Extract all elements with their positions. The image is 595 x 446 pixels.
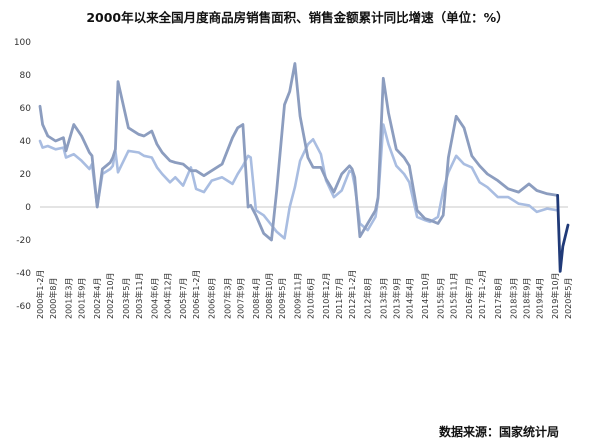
y-tick-label: 60 bbox=[20, 104, 32, 114]
x-tick-label: 2020年5月 bbox=[563, 278, 573, 319]
x-tick-label: 2007年3月 bbox=[222, 278, 232, 319]
x-tick-label: 2010年12月 bbox=[321, 272, 331, 319]
x-tick-label: 2018年9月 bbox=[521, 278, 531, 319]
x-tick-label: 2017年1-2月 bbox=[477, 270, 487, 319]
x-tick-label: 2013年3月 bbox=[378, 278, 388, 319]
x-tick-label: 2019年4月 bbox=[534, 278, 544, 319]
x-tick-label: 2000年1-2月 bbox=[35, 270, 45, 319]
y-tick-label: 100 bbox=[14, 38, 31, 48]
series-lines bbox=[38, 62, 570, 273]
x-tick-label: 2002年4月 bbox=[92, 278, 102, 319]
x-tick-label: 2012年1-2月 bbox=[347, 270, 357, 319]
x-tick-label: 2013年9月 bbox=[391, 278, 401, 319]
chart-title: 2000年以来全国月度商品房销售面积、销售金额累计同比增速（单位：%） bbox=[86, 10, 509, 25]
x-tick-label: 2003年11月 bbox=[134, 272, 144, 319]
y-tick-label: -20 bbox=[16, 236, 31, 246]
x-tick-label: 2007年9月 bbox=[235, 278, 245, 319]
x-tick-label: 2017年8月 bbox=[493, 278, 503, 319]
y-tick-label: 0 bbox=[25, 203, 31, 213]
x-tick-label: 2006年8月 bbox=[207, 278, 217, 319]
x-tick-label: 2015年11月 bbox=[449, 272, 459, 319]
x-tick-label: 2004年12月 bbox=[162, 272, 172, 319]
series-line-value bbox=[38, 62, 559, 242]
x-tick-label: 2014年4月 bbox=[404, 278, 414, 319]
y-tick-label: 80 bbox=[20, 71, 32, 81]
x-tick-label: 2012年8月 bbox=[363, 278, 373, 319]
x-tick-label: 2001年3月 bbox=[64, 278, 74, 319]
y-tick-label: -40 bbox=[16, 269, 31, 279]
x-tick-label: 2008年4月 bbox=[251, 278, 261, 319]
y-tick-label: 20 bbox=[20, 170, 32, 180]
x-tick-label: 2009年11月 bbox=[292, 272, 302, 319]
x-tick-label: 2001年9月 bbox=[77, 278, 87, 319]
y-tick-label: -60 bbox=[16, 302, 31, 312]
x-tick-label: 2019年10月 bbox=[550, 272, 560, 319]
x-tick-label: 2016年7月 bbox=[464, 278, 474, 319]
x-tick-label: 2008年10月 bbox=[264, 272, 274, 319]
x-tick-label: 2010年6月 bbox=[306, 278, 316, 319]
x-tick-label: 2005年7月 bbox=[178, 278, 188, 319]
x-tick-label: 2015年5月 bbox=[436, 278, 446, 319]
y-tick-labels: -60 -40 -20 0 20 40 60 80 100 bbox=[14, 38, 31, 312]
y-tick-label: 40 bbox=[20, 137, 32, 147]
x-tick-label: 2009年5月 bbox=[277, 278, 287, 319]
x-tick-labels: 2000年1-2月 2000年8月 2001年3月 2001年9月 2002年4月 200… bbox=[35, 270, 573, 319]
x-tick-label: 2014年10月 bbox=[420, 272, 430, 319]
x-tick-label: 2004年6月 bbox=[149, 278, 159, 319]
x-tick-label: 2002年10月 bbox=[105, 272, 115, 319]
x-tick-label: 2000年8月 bbox=[48, 278, 58, 319]
chart-source: 数据来源：国家统计局 bbox=[438, 425, 559, 439]
series-line-area bbox=[38, 123, 559, 240]
x-tick-label: 2011年7月 bbox=[334, 278, 344, 319]
x-tick-label: 2018年3月 bbox=[508, 278, 518, 319]
series-line-recent bbox=[556, 193, 570, 273]
x-tick-label: 2006年1-2月 bbox=[191, 270, 201, 319]
x-tick-label: 2003年5月 bbox=[121, 278, 131, 319]
